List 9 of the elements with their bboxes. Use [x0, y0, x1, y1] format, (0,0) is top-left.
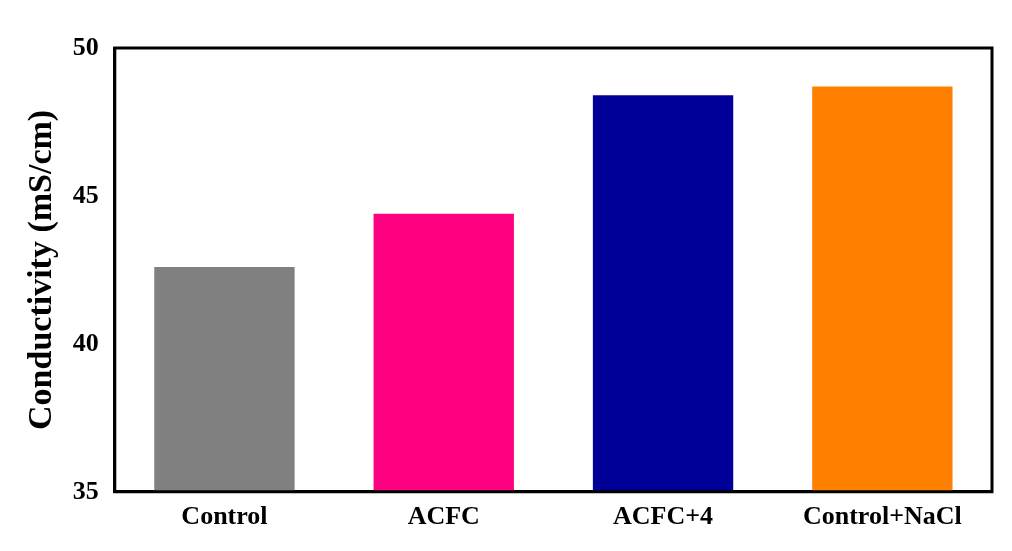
- x-tick-label: ACFC: [407, 501, 480, 531]
- x-tick-label: Control: [181, 501, 268, 531]
- y-axis-title: Conductivity (mS/cm): [21, 109, 60, 430]
- x-tick-label: Control+NaCl: [802, 501, 962, 531]
- y-tick-label: 45: [72, 179, 99, 209]
- x-tick-label: ACFC+4: [613, 501, 714, 531]
- y-tick-label: 35: [72, 475, 99, 505]
- y-tick-label: 50: [72, 31, 99, 61]
- y-tick-label: 40: [72, 327, 99, 357]
